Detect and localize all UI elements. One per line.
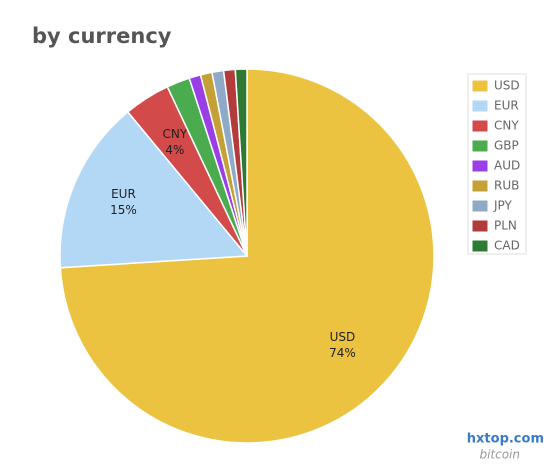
legend-label: AUD: [494, 159, 520, 173]
legend-label: USD: [494, 79, 520, 93]
slice-value: 15%: [110, 203, 137, 217]
slice-label: CNY: [163, 127, 188, 141]
chart-title: by currency: [32, 24, 172, 48]
slice-label: EUR: [111, 187, 136, 201]
legend-swatch: [471, 139, 489, 153]
legend-swatch: [471, 79, 489, 93]
watermark: bitcoin: [479, 448, 520, 462]
legend-label: RUB: [494, 179, 519, 193]
slice-value: 4%: [165, 143, 184, 157]
slice-value: 74%: [329, 346, 356, 360]
pie-slice: [234, 68, 248, 257]
legend-swatch: [471, 199, 489, 213]
slice-label: USD: [330, 330, 356, 344]
legend-swatch: [471, 239, 489, 253]
legend-swatch: [471, 99, 489, 113]
legend-swatch: [471, 219, 489, 233]
legend-label: CAD: [494, 239, 520, 253]
legend-swatch: [471, 179, 489, 193]
legend-swatch: [471, 119, 489, 133]
legend-label: EUR: [494, 99, 519, 113]
watermark: hxtop.com: [467, 432, 544, 447]
legend-label: GBP: [494, 139, 519, 153]
legend-label: CNY: [494, 119, 519, 133]
pie-slice: [59, 110, 249, 269]
legend-label: PLN: [494, 219, 517, 233]
legend-swatch: [471, 159, 489, 173]
legend-label: JPY: [493, 199, 513, 213]
